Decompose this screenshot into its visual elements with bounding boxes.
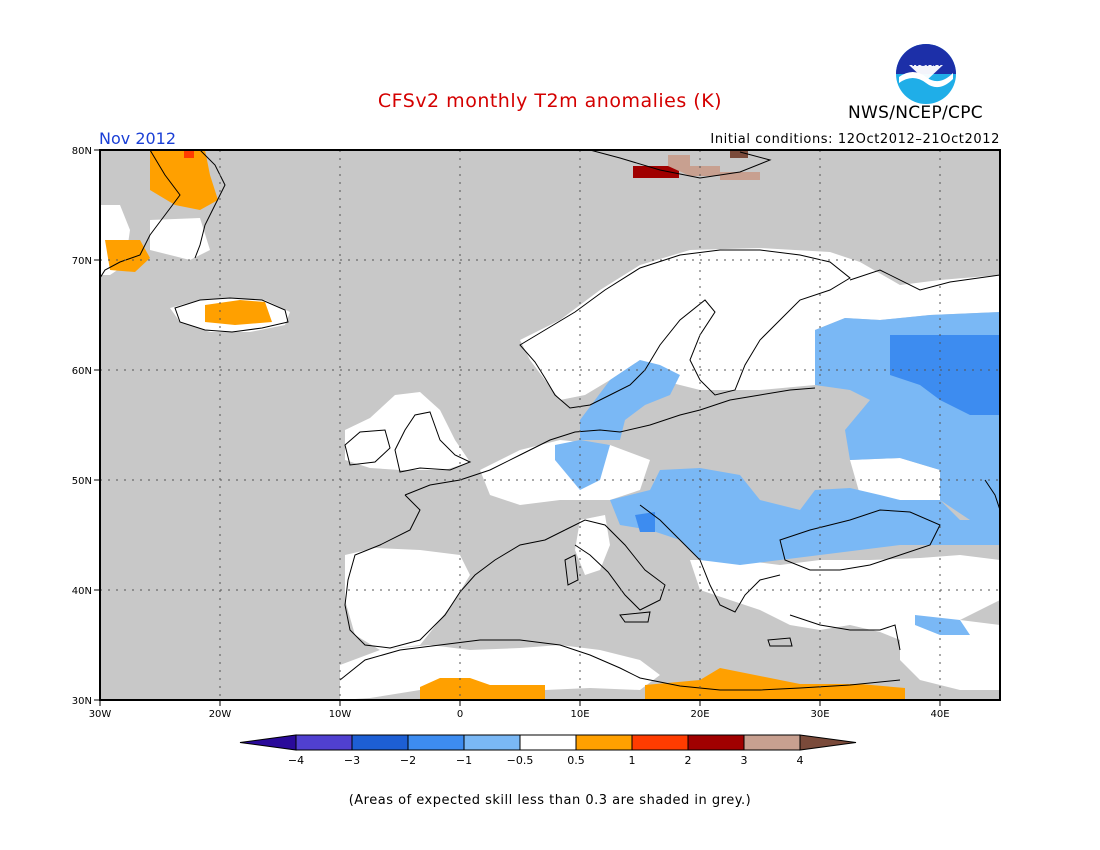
- lat-label: 30N: [72, 696, 92, 707]
- colorbar-cell: [519, 734, 577, 751]
- lon-label: 30E: [810, 709, 829, 720]
- colorbar-label: 1: [629, 754, 636, 767]
- colorbar-label: 3: [741, 754, 748, 767]
- colorbar-label: 0.5: [567, 754, 585, 767]
- lat-label: 50N: [72, 476, 92, 487]
- colorbar-label: −3: [344, 754, 360, 767]
- skill-note: (Areas of expected skill less than 0.3 a…: [348, 793, 752, 808]
- agency-label: NWS/NCEP/CPC: [848, 103, 983, 123]
- lon-label: 20E: [690, 709, 709, 720]
- initial-conditions: Initial conditions: 12Oct2012–21Oct2012: [710, 132, 1000, 147]
- longitude-axis: 30W 20W 10W 0 10E 20E 30E 40E: [89, 700, 950, 720]
- noaa-logo: NOAA: [896, 44, 956, 104]
- colorbar-cell: [575, 734, 633, 751]
- coastlines: [100, 150, 1000, 691]
- anomaly-orange: [105, 150, 905, 700]
- map-frame: [99, 149, 1001, 701]
- svg-text:NOAA: NOAA: [912, 59, 941, 69]
- colorbar-cell: [407, 734, 465, 751]
- lon-label: 10E: [570, 709, 589, 720]
- map-title: CFSv2 monthly T2m anomalies (K): [377, 90, 723, 112]
- lon-label: 30W: [89, 709, 112, 720]
- latitude-axis: 80N 70N 60N 50N 40N 30N: [72, 146, 100, 707]
- lon-label: 20W: [209, 709, 232, 720]
- lat-label: 40N: [72, 586, 92, 597]
- lon-label: 0: [457, 709, 463, 720]
- colorbar-cell: [351, 734, 409, 751]
- lat-label: 80N: [72, 146, 92, 157]
- lat-label: 70N: [72, 256, 92, 267]
- colorbar-cell: [799, 734, 857, 751]
- lat-label: 60N: [72, 366, 92, 377]
- graticule: [100, 150, 1000, 700]
- colorbar-label: −2: [400, 754, 416, 767]
- colorbar-labels: −4 −3 −2 −1 −0.5 0.5 1 2 3 4: [288, 754, 804, 767]
- anomaly-brown: [730, 150, 748, 158]
- anomaly-fields: [100, 150, 1000, 700]
- colorbar-label: −4: [288, 754, 304, 767]
- colorbar-label: 2: [685, 754, 692, 767]
- lon-label: 40E: [930, 709, 949, 720]
- colorbar-label: −0.5: [507, 754, 534, 767]
- colorbar-cell: [239, 734, 297, 751]
- colorbar-cell: [743, 734, 801, 751]
- colorbar-cell: [295, 734, 353, 751]
- anomaly-tan: [668, 155, 760, 180]
- colorbar-cell: [687, 734, 745, 751]
- anomaly-medium-blue: [635, 335, 1000, 532]
- colorbar-cell: [631, 734, 689, 751]
- anomaly-dark-red: [633, 166, 679, 178]
- colorbar-cells: [239, 734, 857, 751]
- anomaly-red: [184, 150, 194, 158]
- forecast-month: Nov 2012: [99, 129, 177, 148]
- colorbar-label: −1: [456, 754, 472, 767]
- lon-label: 10W: [329, 709, 352, 720]
- colorbar-label: 4: [797, 754, 804, 767]
- colorbar-cell: [463, 734, 521, 751]
